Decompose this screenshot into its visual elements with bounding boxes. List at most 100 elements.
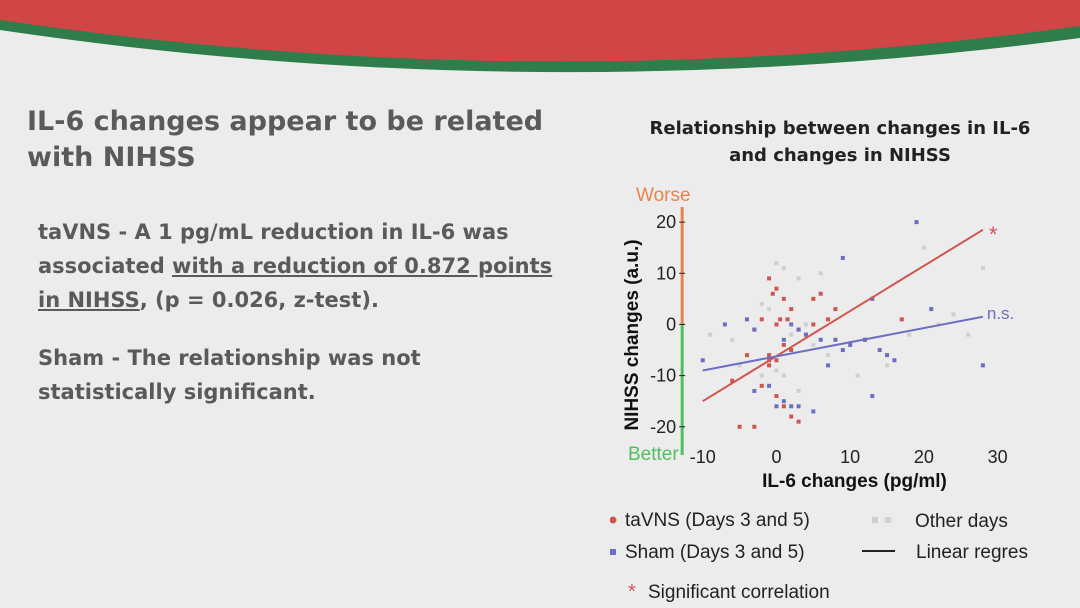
other-point (818, 271, 823, 276)
other-point (789, 332, 794, 337)
tavns-point (770, 291, 775, 296)
sham-point (781, 399, 786, 404)
sham-point (840, 255, 845, 260)
sham-point (722, 322, 727, 327)
sham-point (752, 327, 757, 332)
legend-line-label: Linear regres (916, 542, 1028, 563)
x-axis-label: IL-6 changes (pg/ml) (762, 471, 947, 492)
other-point (803, 322, 808, 327)
tavns-point (789, 307, 794, 312)
tavns-text-suffix: , (p = 0.026, z-test). (139, 288, 379, 312)
sham-point (848, 342, 853, 347)
other-point (907, 332, 912, 337)
sham-point (980, 363, 985, 368)
tavns-point (767, 363, 772, 368)
legend-sham-label: Sham (Days 3 and 5) (625, 542, 805, 563)
sham-point (767, 383, 772, 388)
tavns-point (781, 342, 786, 347)
sham-point (811, 409, 816, 414)
other-point (855, 373, 860, 378)
other-point (767, 307, 772, 312)
legend-star-label: Significant correlation (648, 582, 830, 603)
sham-point (744, 317, 749, 322)
other-point (921, 245, 926, 250)
sham-point (885, 353, 890, 358)
scatter-chart: Worse Better 20 10 0 -10 -20 -10 0 10 20 30 NIHSS ch… (610, 185, 1028, 603)
other-point (774, 368, 779, 373)
tavns-point (781, 404, 786, 409)
tavns-point (752, 424, 757, 429)
y-tick-label: 10 (656, 263, 676, 283)
tavns-point (778, 317, 783, 322)
sham-point (870, 394, 875, 399)
tavns-point (774, 322, 779, 327)
y-tick-label: 20 (656, 212, 676, 232)
other-point (966, 332, 971, 337)
legend-other-marker (885, 517, 891, 523)
other-point (796, 388, 801, 393)
better-label: Better (628, 444, 679, 465)
sham-point (774, 404, 779, 409)
other-point (774, 261, 779, 266)
legend-tavns-label: taVNS (Days 3 and 5) (625, 510, 810, 531)
other-point (951, 312, 956, 317)
sham-point (840, 348, 845, 353)
sham-point (833, 337, 838, 342)
sham-point (870, 296, 875, 301)
tavns-point (789, 348, 794, 353)
legend-star-marker: * (628, 581, 636, 603)
x-tick-label: -10 (690, 447, 716, 467)
y-axis-label: NIHSS changes (a.u.) (622, 239, 643, 430)
banner-red-band (0, 0, 1080, 62)
tavns-point (767, 353, 772, 358)
y-tick-label: -20 (650, 417, 676, 437)
tavns-text-prefix: taVNS - A 1 pg/mL reduction in IL-6 was … (38, 220, 509, 278)
tavns-point (796, 419, 801, 424)
tavns-point (811, 296, 816, 301)
legend-other-marker (872, 517, 878, 523)
other-point (980, 266, 985, 271)
tavns-point (774, 394, 779, 399)
sham-point (818, 337, 823, 342)
tavns-point (730, 378, 735, 383)
sham-point (796, 327, 801, 332)
legend-other-label: Other days (915, 511, 1008, 532)
x-tick-label: 20 (914, 447, 934, 467)
y-tick-label: 0 (666, 314, 676, 334)
tavns-point (785, 317, 790, 322)
slide-title: IL-6 changes appear to be related with N… (27, 106, 544, 173)
x-tick-label: 30 (988, 447, 1008, 467)
tavns-point (744, 353, 749, 358)
legend-sham-marker (610, 549, 616, 555)
other-point (781, 266, 786, 271)
sham-point (929, 307, 934, 312)
tavns-point (811, 322, 816, 327)
sham-regression-line (702, 315, 984, 372)
tavns-point (759, 383, 764, 388)
tavns-point (737, 424, 742, 429)
other-point (885, 363, 890, 368)
significance-star: * (989, 222, 998, 247)
tavns-point (759, 317, 764, 322)
tavns-regression-line (702, 228, 984, 403)
other-point (796, 276, 801, 281)
other-point (737, 363, 742, 368)
tavns-point (789, 414, 794, 419)
other-point (781, 373, 786, 378)
tavns-point (826, 317, 831, 322)
sham-point (914, 220, 919, 225)
sham-point (789, 404, 794, 409)
other-point (730, 337, 735, 342)
sham-point (752, 388, 757, 393)
sham-point (826, 363, 831, 368)
legend-tavns-marker (610, 516, 617, 524)
sham-point (892, 358, 897, 363)
x-tick-label: 0 (771, 447, 781, 467)
tavns-point (781, 296, 786, 301)
tavns-point (818, 291, 823, 296)
other-point (811, 342, 816, 347)
sham-point (877, 348, 882, 353)
sham-point (700, 358, 705, 363)
tavns-text-underlined: with a reduction of 0.872 points in NIHS… (38, 254, 553, 312)
tavns-point (833, 307, 838, 312)
